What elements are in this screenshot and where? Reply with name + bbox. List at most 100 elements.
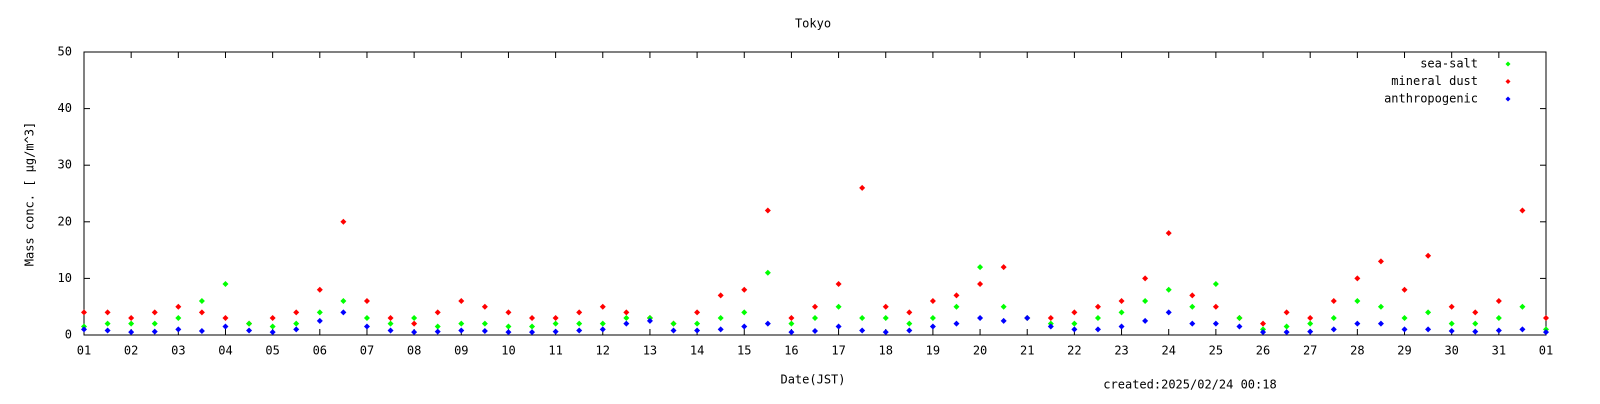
x-tick-label: 04	[218, 344, 232, 358]
data-point	[1165, 230, 1172, 237]
data-point	[1401, 286, 1408, 293]
data-point	[1448, 320, 1455, 327]
data-point	[128, 329, 135, 336]
data-point	[717, 315, 724, 322]
x-tick-label: 30	[1444, 344, 1458, 358]
data-point	[1425, 326, 1432, 333]
data-point	[1330, 326, 1337, 333]
data-point	[1519, 207, 1526, 214]
x-tick-label: 15	[737, 344, 751, 358]
x-tick-label: 07	[360, 344, 374, 358]
data-point	[434, 328, 441, 335]
data-point	[505, 309, 512, 316]
data-point	[1354, 298, 1361, 305]
x-axis-label: Date(JST)	[780, 373, 845, 387]
data-point	[1377, 258, 1384, 265]
data-point	[623, 309, 630, 316]
data-point	[1047, 315, 1054, 322]
data-point	[1118, 309, 1125, 316]
x-tick-label: 28	[1350, 344, 1364, 358]
x-tick-label: 26	[1256, 344, 1270, 358]
data-point	[340, 298, 347, 305]
data-point	[859, 327, 866, 334]
data-point	[1543, 329, 1549, 336]
data-point	[1425, 309, 1432, 316]
data-point	[812, 328, 818, 335]
data-point	[1094, 303, 1101, 310]
x-tick-label: 13	[643, 344, 657, 358]
data-point	[1000, 303, 1007, 310]
plot-frame	[83, 51, 1547, 336]
data-point	[1307, 320, 1314, 327]
y-tick-label: 40	[58, 101, 72, 115]
data-point	[835, 303, 842, 310]
x-tick-label: 20	[973, 344, 987, 358]
data-point	[694, 320, 701, 327]
chart-title: Tokyo	[795, 17, 831, 31]
data-point	[929, 298, 936, 305]
x-tick-label: 10	[501, 344, 515, 358]
data-point	[1118, 323, 1125, 330]
data-point	[906, 309, 913, 316]
data-point	[81, 309, 87, 316]
data-point	[1118, 298, 1125, 305]
data-point	[1543, 315, 1549, 322]
legend-label: mineral dust	[1391, 74, 1478, 88]
data-point	[1519, 303, 1526, 310]
data-point	[293, 309, 300, 316]
data-point	[1260, 329, 1267, 336]
created-note: created:2025/02/24 00:18	[1103, 378, 1276, 392]
data-point	[694, 327, 701, 334]
data-point	[293, 320, 300, 327]
data-point	[434, 323, 441, 330]
data-point	[576, 327, 583, 334]
data-point	[576, 320, 583, 327]
data-point	[175, 303, 182, 310]
data-point	[104, 309, 111, 316]
data-point	[764, 207, 771, 214]
data-point	[1142, 317, 1149, 324]
data-point	[1330, 315, 1337, 322]
data-point	[1448, 328, 1455, 335]
x-tick-label: 23	[1114, 344, 1128, 358]
x-tick-label: 18	[879, 344, 893, 358]
data-point	[387, 320, 394, 327]
data-point	[505, 323, 512, 330]
data-point	[977, 264, 984, 271]
data-point	[458, 327, 465, 334]
data-point	[717, 326, 724, 333]
data-point	[788, 315, 795, 322]
data-point	[977, 281, 984, 288]
data-point	[316, 309, 323, 316]
data-point	[411, 329, 418, 336]
data-point	[599, 320, 606, 327]
x-tick-label: 27	[1303, 344, 1317, 358]
data-point	[1047, 323, 1054, 330]
data-point	[1472, 309, 1479, 316]
data-point	[1094, 315, 1101, 322]
y-tick-label: 20	[58, 214, 72, 228]
data-point	[198, 309, 205, 316]
data-point	[1401, 315, 1408, 322]
data-point	[1307, 328, 1314, 335]
data-point	[246, 327, 253, 334]
data-point	[788, 329, 795, 336]
data-point	[316, 286, 323, 293]
data-point	[552, 328, 559, 335]
x-tick-label: 01	[77, 344, 91, 358]
data-point	[882, 303, 889, 310]
x-tick-label: 25	[1209, 344, 1223, 358]
data-point	[1212, 281, 1219, 288]
y-tick-label: 0	[65, 328, 72, 342]
data-point	[812, 303, 818, 310]
x-tick-label: 19	[926, 344, 940, 358]
data-point	[552, 320, 559, 327]
data-point	[269, 315, 276, 322]
data-point	[1142, 298, 1149, 305]
data-point	[623, 315, 630, 322]
data-point	[363, 315, 370, 322]
x-tick-label: 29	[1397, 344, 1411, 358]
data-point	[1260, 320, 1267, 327]
